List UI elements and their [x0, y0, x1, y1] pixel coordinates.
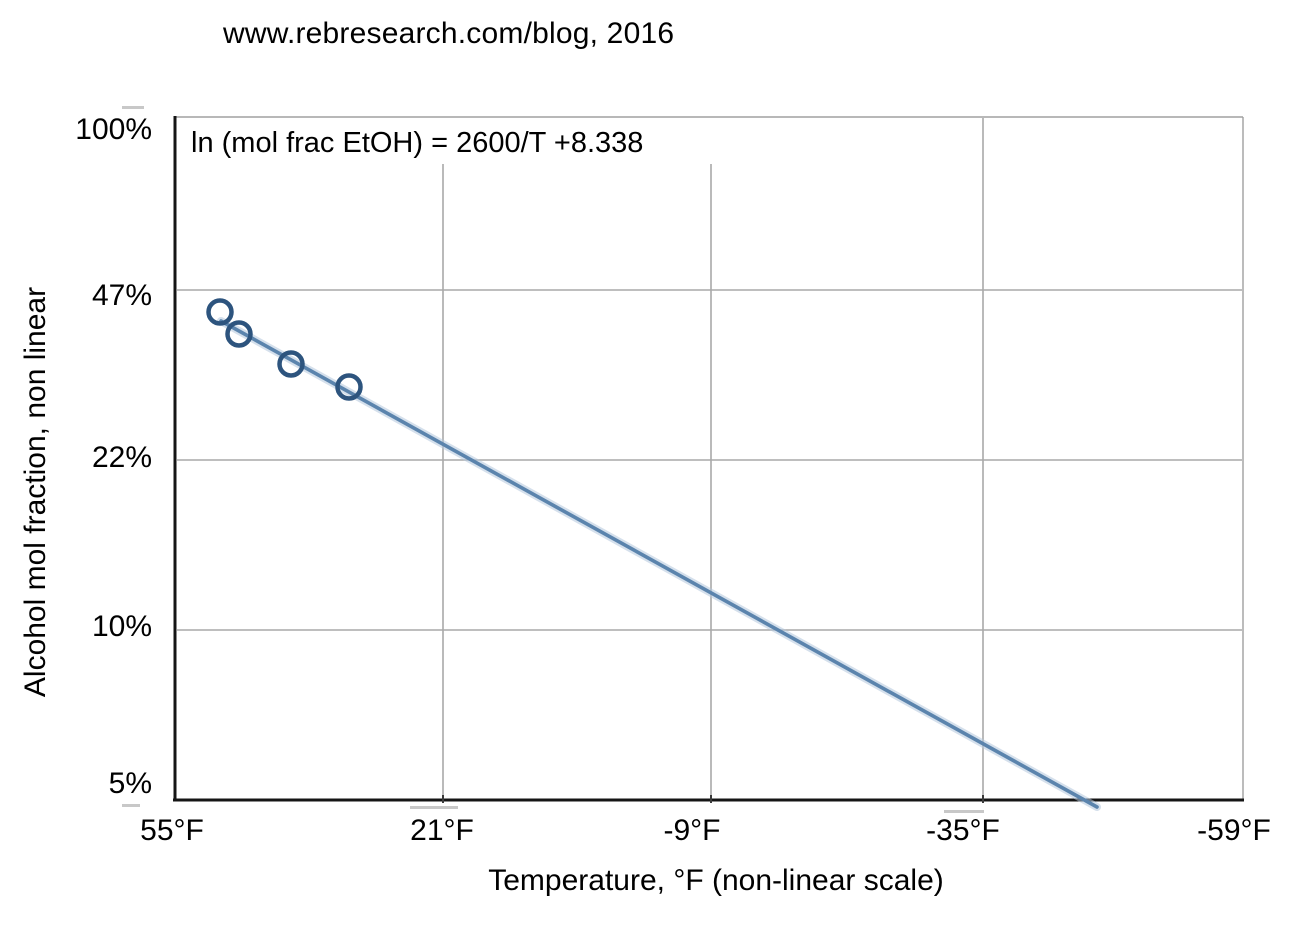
artifact-dash [944, 810, 984, 813]
artifact-dash [122, 106, 144, 109]
data-point-marker [335, 373, 363, 401]
trend-line [219, 319, 1099, 809]
equation-annotation: ln (mol frac EtOH) = 2600/T +8.338 [186, 118, 758, 164]
artifact-dash [122, 804, 140, 807]
x-axis-title: Temperature, °F (non-linear scale) [488, 864, 944, 897]
data-point-marker [277, 350, 305, 378]
data-point-marker [225, 320, 253, 348]
chart-title: www.rebresearch.com/blog, 2016 [223, 17, 675, 50]
data-point-marker [206, 298, 234, 326]
artifact-dash [410, 806, 458, 809]
